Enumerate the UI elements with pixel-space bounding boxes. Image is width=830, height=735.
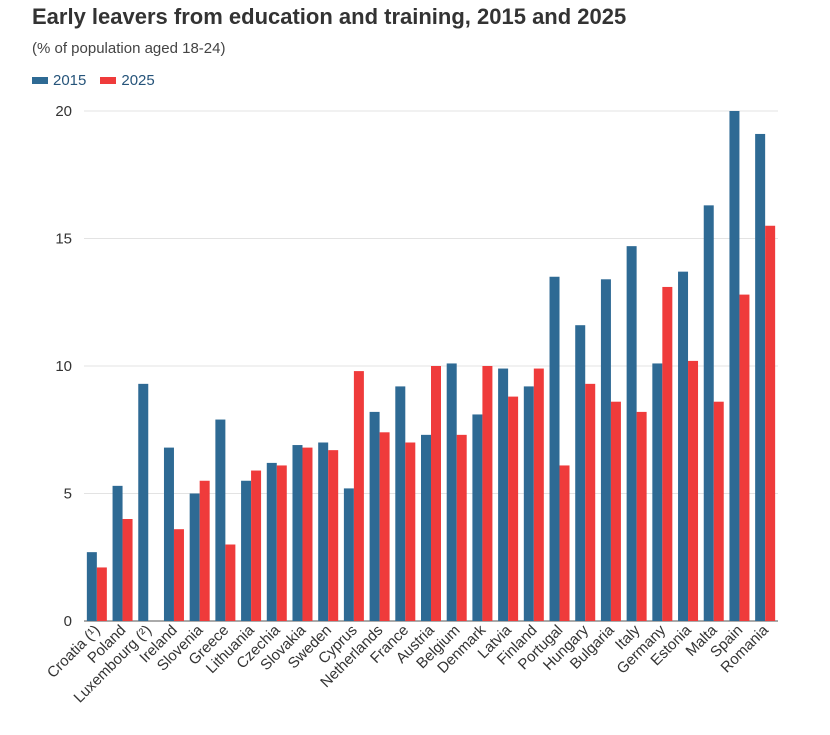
bar-2025 bbox=[508, 396, 519, 621]
bar-2025 bbox=[585, 383, 596, 621]
bar-2025 bbox=[662, 286, 673, 621]
bar-2025 bbox=[302, 447, 313, 621]
bar-2025 bbox=[456, 434, 467, 621]
bar-2015 bbox=[266, 462, 277, 621]
legend-item-2015: 2015 bbox=[32, 72, 86, 89]
bar-2015 bbox=[446, 363, 457, 621]
bar-2015 bbox=[729, 111, 740, 621]
bar-2015 bbox=[292, 445, 303, 621]
bar-2015 bbox=[241, 480, 252, 621]
legend-swatch-2015 bbox=[32, 77, 48, 84]
bar-2025 bbox=[276, 465, 287, 621]
y-tick-label: 10 bbox=[55, 358, 72, 375]
bar-2015 bbox=[575, 325, 586, 621]
bar-2025 bbox=[379, 432, 390, 621]
bar-2025 bbox=[739, 294, 750, 621]
bar-2015 bbox=[343, 488, 354, 621]
bar-2015 bbox=[626, 246, 637, 621]
bar-2015 bbox=[86, 552, 97, 621]
bar-2015 bbox=[189, 493, 200, 621]
bar-2015 bbox=[498, 368, 509, 621]
bar-2015 bbox=[652, 363, 663, 621]
y-tick-label: 15 bbox=[55, 231, 72, 248]
bar-2025 bbox=[251, 470, 262, 621]
bar-2025 bbox=[431, 366, 441, 621]
bar-2015 bbox=[215, 419, 226, 621]
bar-2025 bbox=[713, 401, 724, 621]
y-tick-label: 0 bbox=[64, 613, 72, 630]
bar-2025 bbox=[688, 360, 699, 621]
bar-2015 bbox=[369, 411, 380, 621]
bar-2025 bbox=[559, 465, 570, 621]
bar-2025 bbox=[173, 529, 184, 621]
legend-swatch-2025 bbox=[100, 77, 117, 84]
bar-2015 bbox=[421, 434, 431, 621]
y-tick-label: 5 bbox=[64, 486, 72, 503]
chart-title: Early leavers from education and trainin… bbox=[32, 4, 627, 29]
bar-2025 bbox=[765, 225, 776, 621]
bar-2015 bbox=[678, 271, 689, 621]
y-tick-label: 20 bbox=[55, 103, 72, 120]
bar-2015 bbox=[138, 383, 149, 621]
bar-2025 bbox=[353, 371, 364, 621]
bar-2025 bbox=[328, 450, 339, 621]
bar-2015 bbox=[703, 205, 714, 621]
bar-2015 bbox=[755, 133, 766, 621]
bar-2015 bbox=[600, 279, 611, 621]
bar-2025 bbox=[122, 519, 133, 621]
bar-2025 bbox=[610, 401, 621, 621]
bar-2015 bbox=[523, 386, 534, 621]
bar-2015 bbox=[318, 442, 329, 621]
bar-2025 bbox=[405, 442, 416, 621]
bar-2025 bbox=[636, 411, 647, 621]
bar-2015 bbox=[395, 386, 406, 621]
legend-label-2015: 2015 bbox=[53, 72, 87, 89]
bar-2025 bbox=[96, 567, 107, 621]
bar-2025 bbox=[533, 368, 544, 621]
chart-subtitle: (% of population aged 18-24) bbox=[32, 40, 226, 57]
legend: 2015 2025 bbox=[32, 72, 169, 89]
bar-2015 bbox=[112, 485, 123, 621]
bar-2025 bbox=[482, 366, 493, 621]
bar-2015 bbox=[163, 447, 174, 621]
bar-2025 bbox=[225, 544, 236, 621]
legend-item-2025: 2025 bbox=[100, 72, 155, 89]
bar-2015 bbox=[472, 414, 483, 621]
bar-2015 bbox=[549, 276, 560, 621]
legend-label-2025: 2025 bbox=[121, 72, 155, 89]
bar-2025 bbox=[199, 480, 210, 621]
